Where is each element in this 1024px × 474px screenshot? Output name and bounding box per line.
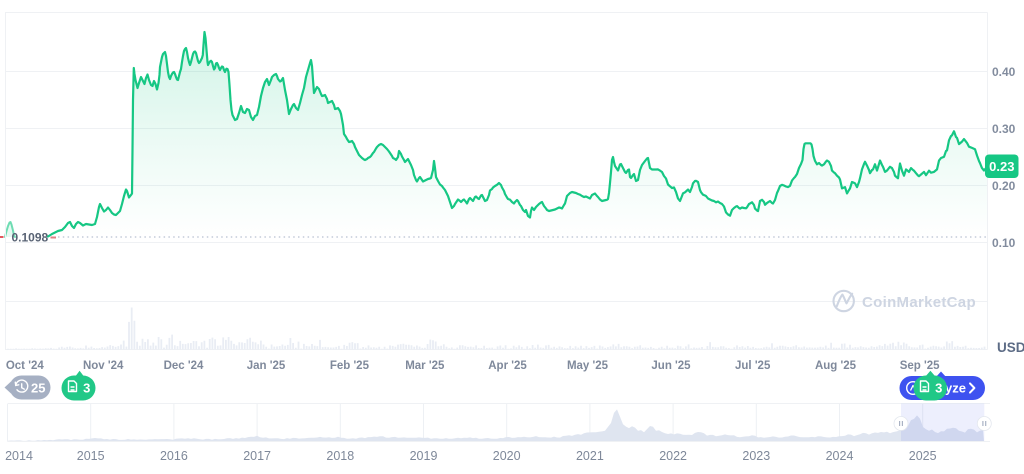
svg-text:2023: 2023 (742, 449, 770, 463)
svg-text:0.30: 0.30 (992, 122, 1016, 136)
svg-text:2018: 2018 (326, 449, 354, 463)
svg-text:Jan '25: Jan '25 (247, 360, 286, 372)
svg-text:CoinMarketCap: CoinMarketCap (862, 294, 976, 311)
svg-text:Oct '24: Oct '24 (6, 360, 44, 372)
svg-text:0.40: 0.40 (992, 65, 1016, 79)
svg-text:0.23: 0.23 (989, 159, 1014, 174)
svg-text:2014: 2014 (5, 449, 33, 463)
svg-text:3: 3 (935, 380, 942, 395)
svg-text:0.20: 0.20 (992, 179, 1016, 193)
svg-text:Feb '25: Feb '25 (330, 360, 370, 372)
svg-text:3: 3 (83, 380, 90, 395)
svg-text:25: 25 (31, 380, 45, 395)
svg-text:2015: 2015 (77, 449, 105, 463)
svg-text:Mar '25: Mar '25 (405, 360, 445, 372)
svg-text:2021: 2021 (576, 449, 604, 463)
svg-text:USD: USD (997, 340, 1024, 355)
svg-text:May '25: May '25 (567, 360, 609, 372)
svg-text:Dec '24: Dec '24 (164, 360, 204, 372)
svg-text:Aug '25: Aug '25 (815, 360, 857, 372)
svg-text:2024: 2024 (826, 449, 854, 463)
svg-text:Jul '25: Jul '25 (735, 360, 771, 372)
svg-text:Nov '24: Nov '24 (83, 360, 124, 372)
svg-text:2019: 2019 (410, 449, 438, 463)
svg-text:2022: 2022 (659, 449, 687, 463)
svg-text:0.10: 0.10 (992, 236, 1016, 250)
svg-text:2016: 2016 (160, 449, 188, 463)
svg-text:2020: 2020 (493, 449, 521, 463)
svg-text:2025: 2025 (909, 449, 937, 463)
svg-text:0.1098: 0.1098 (12, 231, 49, 245)
svg-text:Jun '25: Jun '25 (651, 360, 691, 372)
svg-text:Sep '25: Sep '25 (900, 360, 940, 372)
svg-text:2017: 2017 (243, 449, 271, 463)
svg-text:Apr '25: Apr '25 (488, 360, 527, 372)
